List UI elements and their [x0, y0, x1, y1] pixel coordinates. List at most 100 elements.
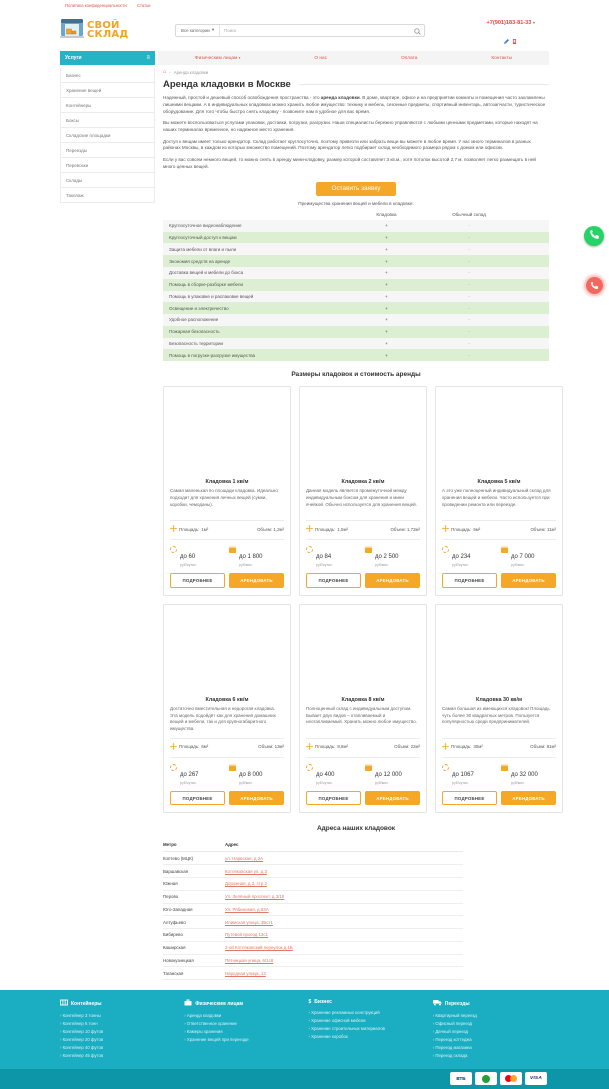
sidebar-item[interactable]: Боксы	[61, 113, 154, 128]
search-category-dropdown[interactable]: Все категории ▾	[176, 24, 221, 36]
storage-card: Кладовка 8 кв/м Полноценный склад с инди…	[299, 603, 427, 814]
nav-item-individuals[interactable]: Физическим лицам ▾	[194, 55, 241, 61]
search-button[interactable]	[410, 25, 424, 36]
footer-link[interactable]: Квартирный переезд	[433, 1013, 549, 1018]
sidebar-item[interactable]: Бизнес	[61, 68, 154, 83]
footer-link[interactable]: Камеры хранения	[184, 1029, 300, 1034]
details-button[interactable]: ПОДРОБНЕЕ	[170, 573, 225, 588]
footer-link[interactable]: Хранение вещей при переезде	[184, 1037, 300, 1042]
address-link[interactable]: ул. Нарвская, д.2А	[225, 855, 264, 861]
area-move-icon	[442, 525, 449, 533]
rent-button[interactable]: АРЕНДОВАТЬ	[229, 790, 284, 806]
breadcrumb: ⌂ - Аренда кладовки	[163, 69, 549, 75]
sidebar-item[interactable]: Хранение вещей	[61, 83, 154, 98]
nav-item-contacts[interactable]: Контакты	[491, 55, 513, 61]
privacy-policy-link[interactable]: Политика конфиденциальности	[65, 3, 127, 8]
details-button[interactable]: ПОДРОБНЕЕ	[306, 573, 361, 588]
sidebar-item[interactable]: Склады	[61, 173, 154, 188]
footer-link[interactable]: Переезд магазина	[433, 1045, 549, 1050]
rent-button[interactable]: АРЕНДОВАТЬ	[365, 790, 420, 806]
callback-button[interactable]	[586, 277, 603, 294]
comparison-col-storage: Кладовка	[376, 211, 397, 217]
footer-link[interactable]: Офисный переезд	[433, 1021, 549, 1026]
storage-card: Кладовка 2 кв/м Данная модель является п…	[299, 386, 427, 596]
address-link[interactable]: Ул. Рябиновая, д.63А	[225, 906, 269, 912]
address-link[interactable]: Путевой проезд 13с1	[225, 932, 268, 938]
address-link[interactable]: Народная улица, 13	[225, 970, 266, 976]
sidebar-item[interactable]: Складские площадки	[61, 128, 154, 143]
addresses-table-header: Метро Адрес	[163, 839, 463, 853]
main-navigation: Услуги ≡ Физическим лицам ▾ О нас Оплата…	[60, 51, 549, 65]
address-link[interactable]: Илимская улица, 3Бст1	[225, 919, 273, 925]
address-link[interactable]: Пятницкая улица, 6/1с8	[225, 958, 274, 964]
footer-link[interactable]: Ответственное хранение	[184, 1021, 300, 1026]
divider	[442, 737, 556, 739]
storage-card-specs: Площадь: 30м² Объем: 81м³	[442, 742, 556, 751]
footer-link[interactable]: Контейнер 10 футов	[60, 1029, 176, 1034]
leave-request-button[interactable]: Оставить заявку	[315, 181, 397, 196]
services-menu-header[interactable]: Услуги ≡	[60, 51, 155, 65]
sidebar-item[interactable]: Переезды	[61, 143, 154, 158]
edit-icon[interactable]	[504, 31, 510, 49]
footer-link[interactable]: Контейнер 40 футов	[60, 1045, 176, 1050]
volume-value: 13м³	[274, 744, 284, 750]
search-input[interactable]	[220, 27, 410, 33]
address-link[interactable]: Котляковская ул, д.3	[225, 868, 268, 874]
address-link[interactable]: 2-ой Котляковский переулок д.1Б	[225, 945, 293, 951]
chevron-down-icon: ▾	[211, 27, 215, 32]
footer-link[interactable]: Хранение коробок	[309, 1034, 425, 1039]
details-button[interactable]: ПОДРОБНЕЕ	[442, 790, 497, 806]
footer-link[interactable]: Контейнер 5 тонн	[60, 1021, 176, 1026]
table-row: Южная Дорожная, д.3, стр.2	[163, 878, 463, 891]
rent-button[interactable]: АРЕНДОВАТЬ	[229, 573, 284, 588]
calendar-icon	[365, 763, 372, 771]
articles-link[interactable]: Статьи	[136, 3, 151, 8]
footer-link[interactable]: Контейнер 3 тонны	[60, 1013, 176, 1018]
details-button[interactable]: ПОДРОБНЕЕ	[170, 790, 225, 806]
paragraph: Вы можете воспользоваться услугами упако…	[163, 120, 538, 133]
logo[interactable]: СВОЙ СКЛАД	[60, 16, 165, 44]
nav-item-payment[interactable]: Оплата	[400, 55, 418, 61]
details-button[interactable]: ПОДРОБНЕЕ	[306, 790, 361, 806]
footer-link[interactable]: Хранение рекламных конструкций	[309, 1010, 425, 1015]
nav-item-about[interactable]: О нас	[314, 55, 328, 61]
address-column-header: Адрес	[225, 842, 239, 848]
footer-link[interactable]: Хранение офисной мебели	[309, 1018, 425, 1023]
metro-name: Коптево (МЦК)	[163, 855, 194, 861]
address-link[interactable]: Ул. Зелёный проспект, д.3/10	[225, 894, 285, 900]
footer-link[interactable]: Аренда кладовки	[184, 1013, 300, 1018]
price-per-month-unit: руб/мес	[239, 780, 253, 785]
volume-value: 11м³	[546, 526, 556, 532]
rent-button[interactable]: АРЕНДОВАТЬ	[501, 790, 556, 806]
address-link[interactable]: Дорожная, д.3, стр.2	[225, 881, 267, 887]
home-icon[interactable]: ⌂	[163, 69, 167, 75]
nav-bar: Физическим лицам ▾ О нас Оплата Контакты	[158, 51, 549, 65]
footer-link[interactable]: Переезд склада	[433, 1053, 549, 1058]
footer-link[interactable]: Переезд коттеджа	[433, 1037, 549, 1042]
footer-link[interactable]: Контейнер 20 футов	[60, 1037, 176, 1042]
table-row: Доставка вещей и мебели до бокса + -	[163, 266, 549, 279]
sidebar-item[interactable]: Такелаж	[61, 188, 154, 202]
details-button[interactable]: ПОДРОБНЕЕ	[442, 573, 497, 588]
sidebar-item[interactable]: Перевозки	[61, 158, 154, 173]
rent-button[interactable]: АРЕНДОВАТЬ	[501, 573, 556, 588]
table-row: Пожарная безопасность + -	[163, 325, 549, 338]
footer-link[interactable]: Хранение строительных материалов	[309, 1026, 425, 1031]
footer-link[interactable]: Контейнер 45 футов	[60, 1053, 176, 1058]
area-value: 1,5м²	[337, 526, 348, 532]
title-divider	[298, 84, 549, 86]
storage-card-prices: до 1067 руб/сутки до 32 000 руб/мес	[442, 756, 556, 785]
rent-button[interactable]: АРЕНДОВАТЬ	[365, 573, 420, 588]
phone-link[interactable]: +7(901)183-81-33 ▾	[486, 20, 535, 26]
sizes-section-title: Размеры кладовок и стоимость аренды	[291, 371, 421, 379]
price-per-day-unit: руб/сутки	[180, 563, 196, 568]
sidebar-item[interactable]: Контейнеры	[61, 98, 154, 113]
table-row: Безопасность территории + -	[163, 337, 549, 350]
whatsapp-button[interactable]	[584, 226, 604, 246]
table-row: Круглосуточное видеонаблюдение + -	[163, 219, 549, 232]
footer-link[interactable]: Дачный переезд	[433, 1029, 549, 1034]
benefits-intro: Преимущества хранения вещей и мебели в к…	[298, 200, 414, 206]
comparison-table: Кладовка Обычный склад Круглосуточное ви…	[163, 211, 549, 362]
container-icon	[60, 999, 68, 1008]
mobile-icon[interactable]	[512, 31, 517, 49]
